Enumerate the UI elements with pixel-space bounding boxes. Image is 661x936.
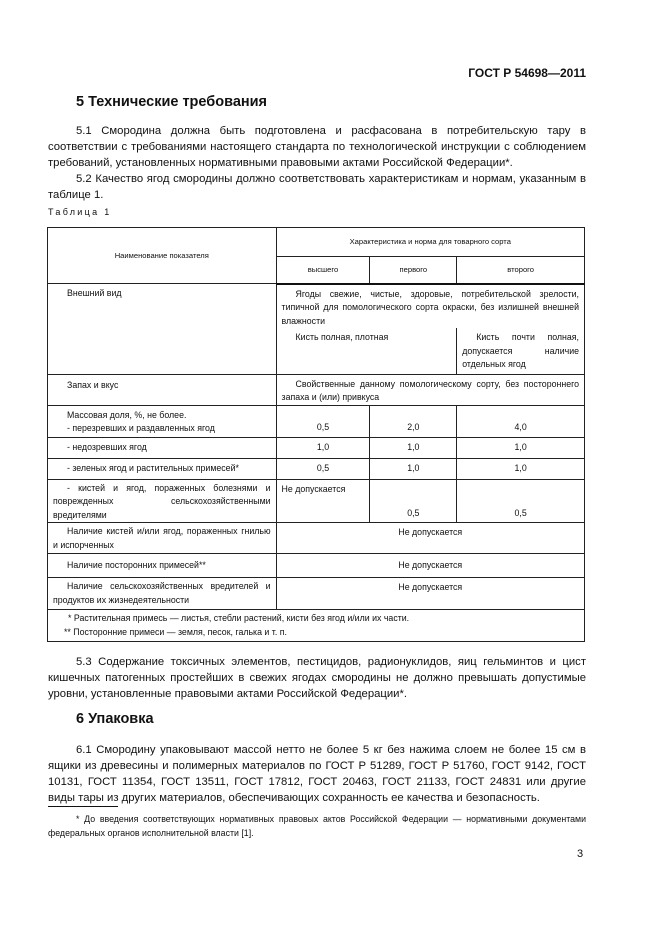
- mass-row-3-second: 0,5: [456, 478, 585, 523]
- mass-row-label: Массовая доля, %, не более. - перезревших…: [47, 404, 277, 438]
- table-note-1: * Растительная примесь — листья, стебли …: [68, 613, 410, 623]
- appearance-top-grades: Кисть полная, плотная: [275, 328, 458, 375]
- span-row-2-label: Наличие сельскохозяйственных вредителей …: [47, 577, 277, 610]
- mass-row-0-second: 4,0: [456, 404, 585, 438]
- table-caption: Таблица 1: [48, 207, 112, 217]
- row-smell-label: Запах и вкус: [47, 373, 277, 406]
- span-row-1-label: Наличие посторонних примесей**: [47, 553, 277, 578]
- span-row-0-value: Не допускается: [275, 522, 586, 554]
- quality-table: Наименование показателя Характеристика и…: [47, 227, 586, 642]
- header-grade-group: Характеристика и норма для товарного сор…: [275, 227, 586, 257]
- header-grade-first: первого: [369, 256, 458, 285]
- paragraph-5-1-text: 5.1 Смородина должна быть подготовлена и…: [48, 125, 586, 169]
- mass-row-2-highest: 0,5: [275, 457, 371, 480]
- span-row-0-label: Наличие кистей и/или ягод, пораженных гн…: [47, 522, 277, 554]
- paragraph-6-1-text: 6.1 Смородину упаковывают массой нетто н…: [48, 744, 586, 804]
- paragraph-6-1: 6.1 Смородину упаковывают массой нетто н…: [48, 742, 586, 806]
- mass-row-0-highest: 0,5: [275, 404, 371, 438]
- mass-row-3-highest: Не допускается: [275, 478, 371, 523]
- span-row-1-value: Не допускается: [275, 553, 586, 578]
- table-note-2: ** Посторонние примеси — земля, песок, г…: [64, 626, 287, 637]
- appearance-second-grade: Кисть почти полная, допускается наличие …: [456, 328, 585, 375]
- table-notes: * Растительная примесь — листья, стебли …: [47, 609, 585, 642]
- paragraph-5-3: 5.3 Содержание токсичных элементов, пест…: [48, 654, 586, 702]
- document-id: ГОСТ Р 54698—2011: [468, 66, 586, 80]
- appearance-common: Ягоды свежие, чистые, здоровые, потребит…: [275, 283, 586, 328]
- mass-heading: Массовая доля, %, не более.: [67, 409, 187, 420]
- mass-row-1-highest: 1,0: [275, 436, 371, 459]
- mass-row-2-first: 1,0: [369, 457, 458, 480]
- mass-row-2-second: 1,0: [456, 457, 585, 480]
- mass-row-0-label: - перезревших и раздавленных ягод: [67, 423, 215, 433]
- paragraph-5-2-text: 5.2 Качество ягод смородины должно соотв…: [48, 173, 586, 201]
- header-grade-second: второго: [456, 256, 585, 285]
- section-6-title: 6 Упаковка: [76, 711, 154, 727]
- paragraph-5-3-text: 5.3 Содержание токсичных элементов, пест…: [48, 656, 586, 700]
- header-grade-highest: высшего: [275, 256, 371, 285]
- span-row-2-value: Не допускается: [275, 577, 586, 610]
- mass-row-1-label: - недозревших ягод: [47, 436, 277, 459]
- footnote-separator: [48, 806, 118, 807]
- footnote: * До введения соответствующих нормативны…: [48, 812, 586, 840]
- mass-row-3-label: - кистей и ягод, пораженных болезнями и …: [47, 478, 277, 523]
- paragraph-5-1: 5.1 Смородина должна быть подготовлена и…: [48, 123, 586, 171]
- section-5-title: 5 Технические требования: [76, 94, 268, 110]
- mass-row-1-second: 1,0: [456, 436, 585, 459]
- page-number: 3: [577, 848, 584, 860]
- smell-value: Свойственные данному помологическому сор…: [275, 373, 586, 406]
- row-appearance-label: Внешний вид: [47, 283, 277, 375]
- mass-row-3-first: 0,5: [369, 478, 458, 523]
- mass-row-2-label: - зеленых ягод и растительных примесей*: [47, 457, 277, 480]
- mass-row-0-first: 2,0: [369, 404, 458, 438]
- mass-row-1-first: 1,0: [369, 436, 458, 459]
- paragraph-5-2: 5.2 Качество ягод смородины должно соотв…: [48, 171, 586, 203]
- footnote-text: * До введения соответствующих нормативны…: [48, 814, 586, 838]
- header-indicator-name: Наименование показателя: [47, 227, 277, 284]
